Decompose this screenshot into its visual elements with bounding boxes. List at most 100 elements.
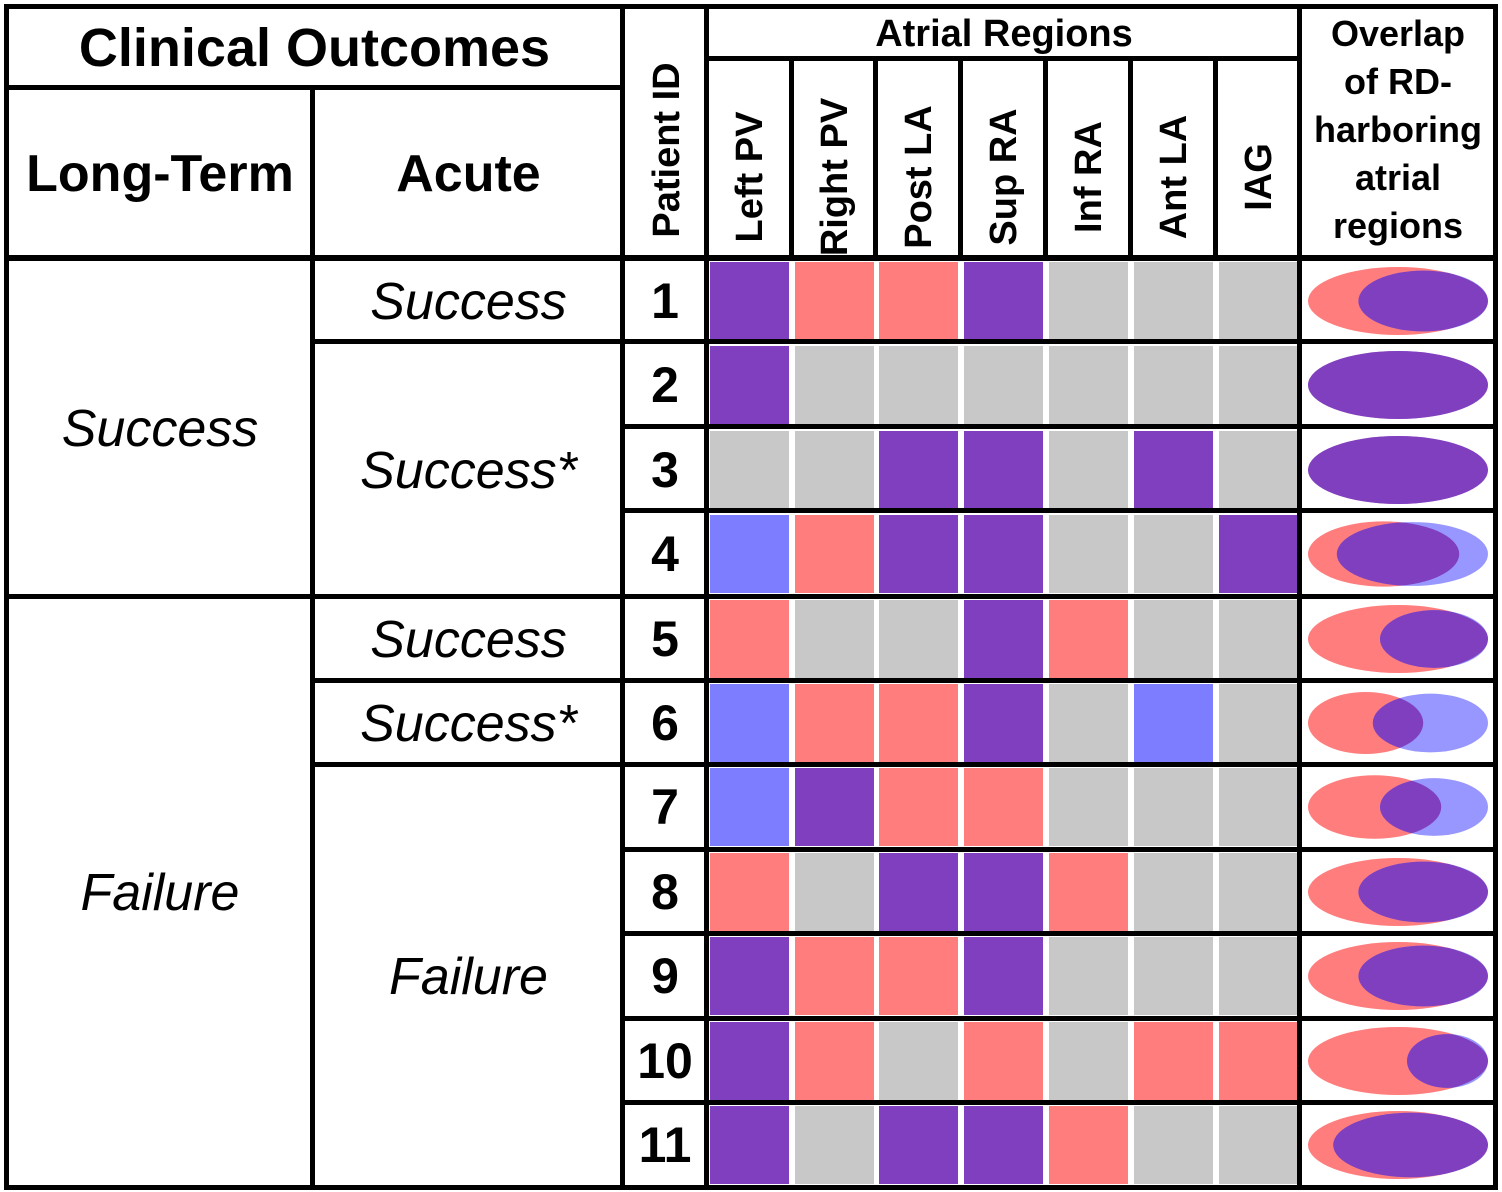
- purple-overlap: [1308, 436, 1488, 504]
- overlap-header-line: harboring: [1314, 109, 1482, 150]
- region-cell-red: [1049, 853, 1128, 931]
- overlap-diagram: [1303, 431, 1493, 509]
- divider-long-term-groups: [4, 594, 1498, 599]
- border-bottom: [4, 1185, 1498, 1190]
- region-divider: [873, 58, 878, 260]
- region-cell-gray: [1049, 346, 1128, 424]
- region-cell-gray: [1219, 768, 1298, 846]
- divider-clinical-header: [4, 85, 625, 90]
- region-cell-purple: [710, 937, 789, 1015]
- region-cell-red: [1049, 1106, 1128, 1184]
- region-divider: [1043, 58, 1048, 260]
- overlap-diagram: [1303, 1106, 1493, 1184]
- overlap-diagram: [1303, 600, 1493, 678]
- patient-id: 7: [651, 779, 679, 835]
- region-cell-purple: [964, 853, 1043, 931]
- acute-success: Success: [370, 272, 567, 331]
- region-cell-gray: [1049, 262, 1128, 340]
- overlap-header-line: Overlap: [1330, 13, 1466, 54]
- region-cell-purple: [879, 515, 958, 593]
- divider-acute-group: [312, 339, 1498, 344]
- overlap-diagram: [1303, 262, 1493, 340]
- overlap-diagram: [1303, 937, 1493, 1015]
- region-cell-gray: [1219, 262, 1298, 340]
- region-cell-red: [795, 1022, 874, 1100]
- region-cell-gray: [1134, 515, 1213, 593]
- region-header: Left PV: [728, 111, 771, 243]
- overlap-header-line: atrial: [1354, 157, 1442, 198]
- region-cell-purple: [879, 853, 958, 931]
- acute-header: Acute: [396, 145, 541, 203]
- patient-id: 2: [651, 357, 679, 413]
- region-header: Right PV: [813, 97, 856, 257]
- region-divider: [1128, 58, 1133, 260]
- region-cell-gray: [1219, 1106, 1298, 1184]
- region-cell-gray: [879, 346, 958, 424]
- border-top: [4, 4, 1498, 9]
- region-cell-red: [1134, 1022, 1213, 1100]
- clinical-outcomes-header: Clinical Outcomes: [78, 17, 551, 78]
- region-cell-gray: [795, 1106, 874, 1184]
- region-cell-red: [964, 768, 1043, 846]
- region-cell-purple: [964, 515, 1043, 593]
- region-divider: [958, 58, 963, 260]
- region-header: Sup RA: [982, 108, 1025, 246]
- region-cell-gray: [1219, 346, 1298, 424]
- region-cell-red: [879, 768, 958, 846]
- patient-id-header: Patient ID: [646, 62, 688, 238]
- long-term-header: Long-Term: [26, 145, 294, 203]
- overlap-diagram: [1303, 853, 1493, 931]
- atrial-regions-header: Atrial Regions: [875, 12, 1133, 55]
- overlap-header-line: regions: [1332, 205, 1464, 246]
- region-cell-red: [795, 684, 874, 762]
- region-divider: [1213, 58, 1218, 260]
- region-cell-blue: [710, 515, 789, 593]
- divider-longterm-acute: [310, 88, 315, 1190]
- region-cell-gray: [1134, 768, 1213, 846]
- region-cell-gray: [710, 431, 789, 509]
- divider-header-body: [4, 255, 1498, 261]
- patient-id: 11: [638, 1117, 692, 1173]
- region-cell-purple: [710, 346, 789, 424]
- region-cell-gray: [1134, 1106, 1213, 1184]
- patient-id: 3: [651, 442, 679, 498]
- region-cell-gray: [1134, 937, 1213, 1015]
- region-cell-gray: [1134, 346, 1213, 424]
- region-cell-blue: [1134, 684, 1213, 762]
- region-cell-gray: [1049, 1022, 1128, 1100]
- region-cell-blue: [710, 768, 789, 846]
- region-cell-red: [964, 1022, 1043, 1100]
- region-cell-gray: [1049, 937, 1128, 1015]
- purple-overlap: [1380, 778, 1442, 836]
- region-cell-red: [795, 937, 874, 1015]
- region-cell-purple: [795, 768, 874, 846]
- region-cell-purple: [879, 1106, 958, 1184]
- region-cell-gray: [1049, 431, 1128, 509]
- patient-id: 1: [651, 273, 679, 329]
- region-cell-red: [710, 853, 789, 931]
- region-cell-blue: [710, 684, 789, 762]
- region-cell-red: [710, 600, 789, 678]
- overlap-diagram: [1303, 515, 1493, 593]
- region-cell-gray: [1219, 431, 1298, 509]
- region-divider: [789, 58, 794, 260]
- region-cell-gray: [1134, 853, 1213, 931]
- region-cell-gray: [964, 346, 1043, 424]
- purple-overlap: [1358, 945, 1488, 1007]
- purple-overlap: [1358, 270, 1488, 332]
- acute-success: Success: [370, 610, 567, 669]
- patient-id: 10: [637, 1033, 693, 1089]
- region-cell-gray: [1219, 684, 1298, 762]
- patient-id: 8: [651, 864, 679, 920]
- region-cell-red: [879, 684, 958, 762]
- overlap-diagram: [1303, 684, 1493, 762]
- purple-overlap: [1380, 610, 1488, 668]
- region-header: Ant LA: [1152, 114, 1195, 240]
- region-cell-red: [795, 262, 874, 340]
- purple-overlap: [1308, 351, 1488, 419]
- region-cell-gray: [1219, 600, 1298, 678]
- region-cell-purple: [879, 431, 958, 509]
- divider-acute-group: [312, 678, 1498, 683]
- long-term-success: Success: [61, 400, 259, 458]
